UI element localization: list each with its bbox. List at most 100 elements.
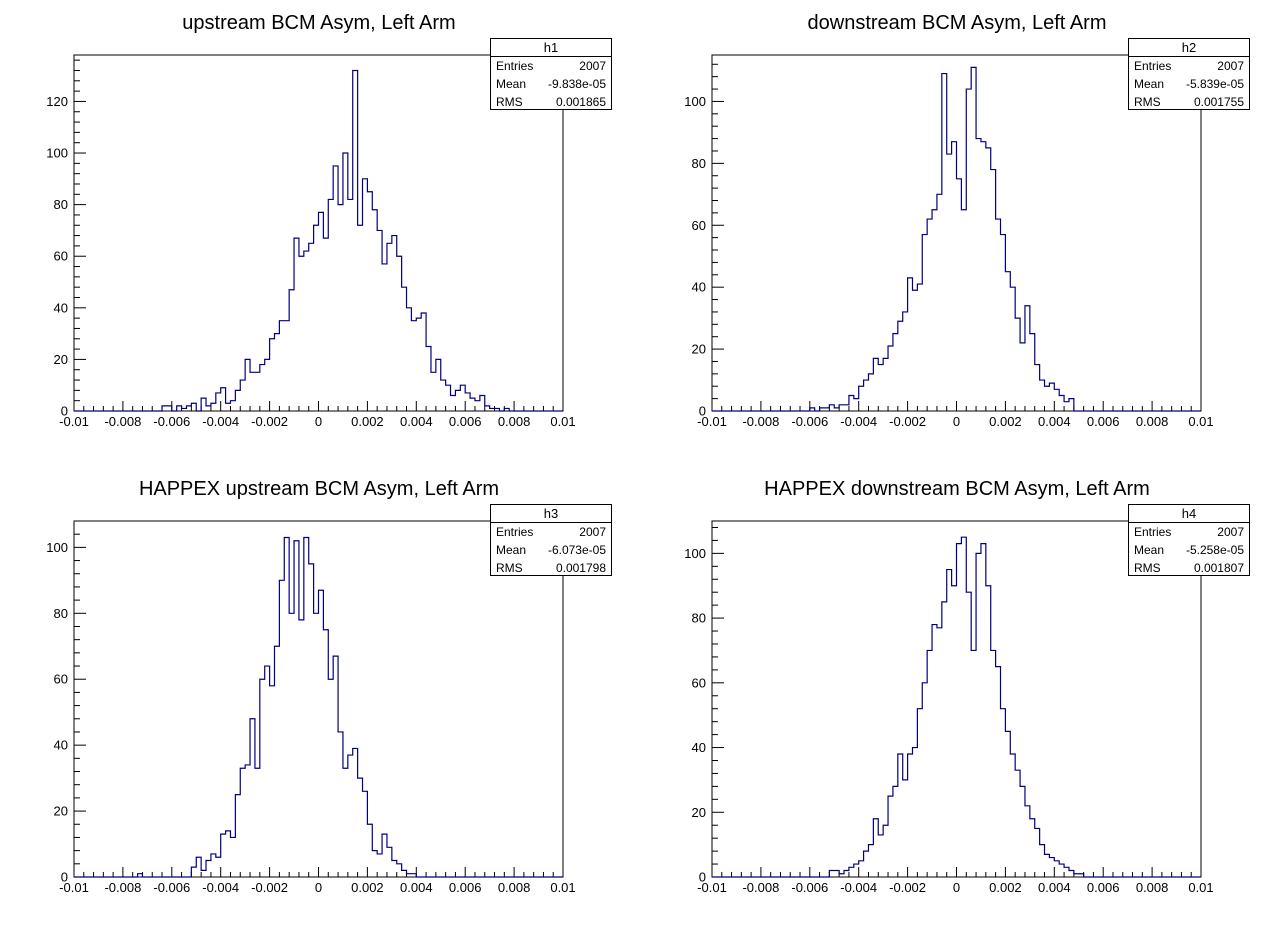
mean-value: -9.838e-05 bbox=[547, 77, 606, 91]
mean-value: -5.258e-05 bbox=[1185, 543, 1244, 557]
x-tick-label: 0.002 bbox=[351, 414, 384, 429]
x-tick-label: 0.006 bbox=[1087, 880, 1120, 895]
histogram-line bbox=[74, 69, 563, 412]
rms-label: RMS bbox=[496, 95, 523, 109]
x-tick-label: 0.008 bbox=[498, 880, 531, 895]
y-tick-label: 100 bbox=[46, 146, 68, 161]
x-tick-label: -0.004 bbox=[202, 880, 239, 895]
x-tick-label: -0.01 bbox=[59, 880, 89, 895]
histogram-pad-2: -0.01 -0.008 -0.006 -0.004 -0.002 0 0.002 0.004… bbox=[684, 54, 1214, 429]
y-tick-label: 20 bbox=[54, 352, 68, 367]
x-tick-label: 0.004 bbox=[400, 414, 433, 429]
x-tick-label: 0.008 bbox=[498, 414, 531, 429]
histogram-name: h2 bbox=[1129, 39, 1249, 57]
x-tick-label: 0.006 bbox=[1087, 414, 1120, 429]
x-tick-label: -0.006 bbox=[791, 880, 828, 895]
rms-label: RMS bbox=[496, 561, 523, 575]
entries-label: Entries bbox=[496, 59, 534, 73]
histogram-line bbox=[74, 536, 563, 878]
x-tick-label: 0.002 bbox=[989, 414, 1022, 429]
histogram-name: h1 bbox=[491, 39, 611, 57]
stats-box: h3 Entries 2007 Mean -6.073e-05 RMS 0.001798 bbox=[490, 504, 612, 576]
y-tick-label: 80 bbox=[54, 606, 68, 621]
y-tick-label: 0 bbox=[61, 404, 68, 419]
histogram-pad-4: -0.01 -0.008 -0.006 -0.004 -0.002 0 0.002 0.004… bbox=[684, 520, 1214, 895]
x-tick-label: -0.006 bbox=[153, 880, 190, 895]
y-tick-label: 60 bbox=[692, 218, 706, 233]
stats-box: h4 Entries 2007 Mean -5.258e-05 RMS 0.001807 bbox=[1128, 504, 1250, 576]
histogram-pad-1: -0.01 -0.008 -0.006 -0.004 -0.002 0 0.002 0.004… bbox=[46, 54, 576, 429]
mean-value: -6.073e-05 bbox=[547, 543, 606, 557]
x-tick-label: -0.008 bbox=[104, 880, 141, 895]
x-tick-label: 0.01 bbox=[1188, 414, 1213, 429]
plot-title: HAPPEX upstream BCM Asym, Left Arm bbox=[138, 478, 500, 500]
y-tick-label: 100 bbox=[684, 546, 706, 561]
x-tick-label: 0.004 bbox=[1038, 880, 1071, 895]
x-tick-label: 0 bbox=[953, 880, 960, 895]
histogram-name: h3 bbox=[491, 505, 611, 523]
x-tick-label: -0.008 bbox=[742, 414, 779, 429]
histogram-line bbox=[712, 536, 1201, 878]
y-tick-label: 60 bbox=[54, 672, 68, 687]
entries-value: 2007 bbox=[1217, 525, 1244, 539]
x-tick-label: -0.002 bbox=[251, 880, 288, 895]
rms-label: RMS bbox=[1134, 95, 1161, 109]
y-tick-label: 100 bbox=[684, 94, 706, 109]
x-tick-label: -0.002 bbox=[889, 880, 926, 895]
rms-value: 0.001755 bbox=[1193, 95, 1244, 109]
y-tick-label: 80 bbox=[692, 156, 706, 171]
y-tick-label: 0 bbox=[61, 870, 68, 885]
mean-label: Mean bbox=[1134, 77, 1165, 91]
y-tick-label: 60 bbox=[692, 675, 706, 690]
x-tick-label: 0 bbox=[315, 414, 322, 429]
x-tick-label: 0.006 bbox=[449, 414, 482, 429]
y-tick-label: 20 bbox=[54, 804, 68, 819]
plot-title: upstream BCM Asym, Left Arm bbox=[182, 12, 456, 34]
rms-value: 0.001798 bbox=[555, 561, 606, 575]
rms-value: 0.001865 bbox=[555, 95, 606, 109]
x-tick-label: 0.008 bbox=[1136, 880, 1169, 895]
x-tick-label: -0.002 bbox=[251, 414, 288, 429]
histogram-pad-3: -0.01 -0.008 -0.006 -0.004 -0.002 0 0.002 0.004… bbox=[46, 520, 576, 895]
x-tick-label: 0.004 bbox=[400, 880, 433, 895]
y-tick-label: 80 bbox=[692, 611, 706, 626]
y-tick-label: 120 bbox=[46, 94, 68, 109]
y-tick-label: 40 bbox=[54, 300, 68, 315]
x-tick-label: -0.008 bbox=[742, 880, 779, 895]
x-tick-label: 0.01 bbox=[1188, 880, 1213, 895]
entries-value: 2007 bbox=[579, 59, 606, 73]
x-tick-label: 0.01 bbox=[550, 880, 575, 895]
x-tick-label: -0.002 bbox=[889, 414, 926, 429]
mean-label: Mean bbox=[1134, 543, 1165, 557]
x-tick-label: -0.008 bbox=[104, 414, 141, 429]
histogram-line bbox=[712, 66, 1201, 412]
mean-value: -5.839e-05 bbox=[1185, 77, 1244, 91]
y-tick-label: 20 bbox=[692, 342, 706, 357]
entries-label: Entries bbox=[1134, 525, 1172, 539]
entries-label: Entries bbox=[1134, 59, 1172, 73]
y-tick-label: 0 bbox=[699, 404, 706, 419]
histogram-name: h4 bbox=[1129, 505, 1249, 523]
rms-label: RMS bbox=[1134, 561, 1161, 575]
x-tick-label: 0.002 bbox=[989, 880, 1022, 895]
mean-label: Mean bbox=[496, 77, 527, 91]
y-tick-label: 40 bbox=[54, 738, 68, 753]
x-tick-label: 0.01 bbox=[550, 414, 575, 429]
x-tick-label: -0.004 bbox=[202, 414, 239, 429]
x-tick-label: -0.01 bbox=[697, 414, 727, 429]
stats-box: h1 Entries 2007 Mean -9.838e-05 RMS 0.001865 bbox=[490, 38, 612, 110]
x-tick-label: -0.01 bbox=[697, 880, 727, 895]
y-tick-label: 80 bbox=[54, 197, 68, 212]
y-tick-label: 40 bbox=[692, 280, 706, 295]
x-tick-label: 0 bbox=[315, 880, 322, 895]
x-tick-label: -0.004 bbox=[840, 880, 877, 895]
stats-box: h2 Entries 2007 Mean -5.839e-05 RMS 0.001755 bbox=[1128, 38, 1250, 110]
x-tick-label: -0.004 bbox=[840, 414, 877, 429]
y-tick-label: 40 bbox=[692, 740, 706, 755]
x-tick-label: 0.008 bbox=[1136, 414, 1169, 429]
y-tick-label: 60 bbox=[54, 249, 68, 264]
x-tick-label: 0.004 bbox=[1038, 414, 1071, 429]
y-tick-label: 20 bbox=[692, 805, 706, 820]
